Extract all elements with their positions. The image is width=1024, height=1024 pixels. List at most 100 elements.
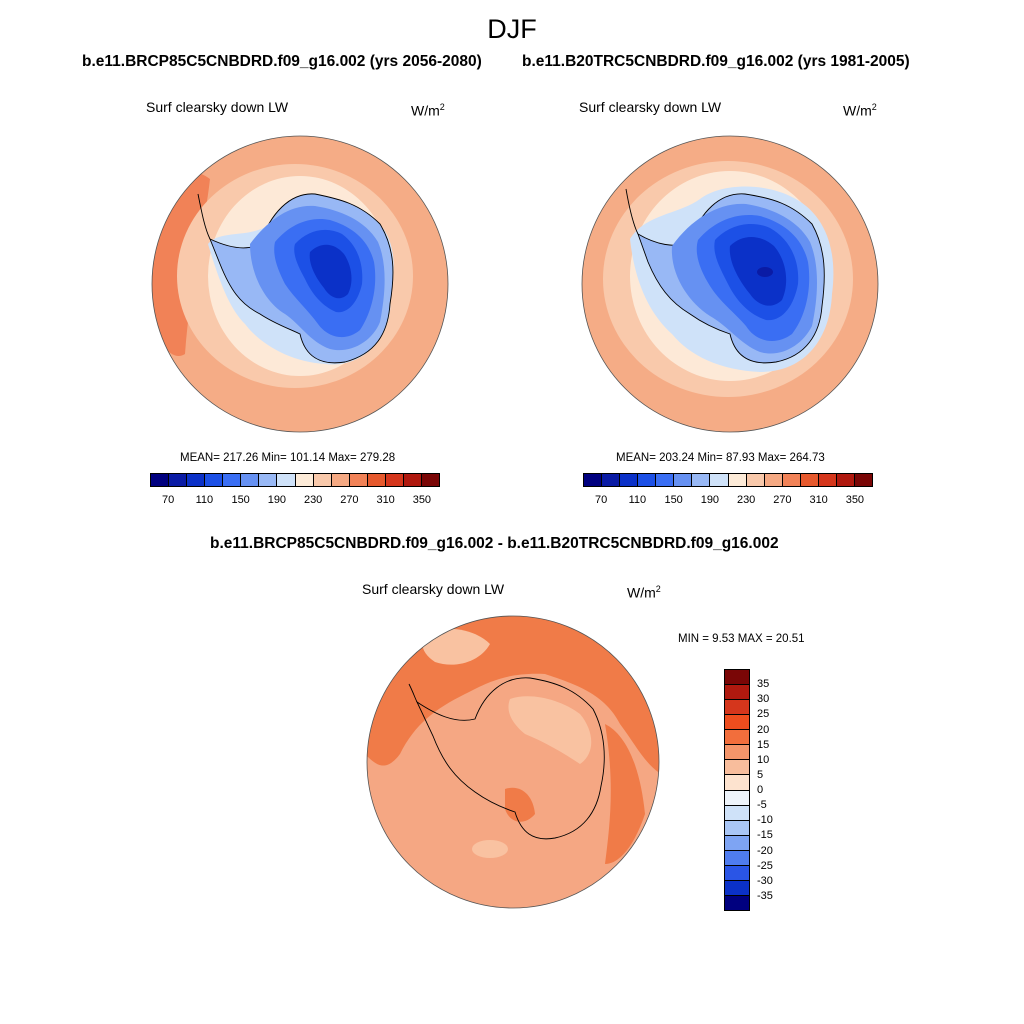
colorbar-swatch	[725, 685, 749, 701]
colorbar-swatch	[692, 474, 711, 486]
right-colorbar-labels: 70 110 150 190 230 270 310 350	[583, 494, 873, 508]
colorbar-tick-label: 110	[628, 494, 647, 506]
colorbar-swatch	[349, 474, 368, 486]
colorbar-swatch	[367, 474, 386, 486]
colorbar-swatch	[674, 474, 693, 486]
diff-case-title: b.e11.BRCP85C5CNBDRD.f09_g16.002 - b.e11…	[210, 535, 779, 552]
diff-cool-patch-north	[422, 628, 490, 665]
colorbar-swatch	[782, 474, 801, 486]
diff-warm-region-east	[605, 724, 645, 864]
colorbar-swatch	[725, 745, 749, 761]
colorbar-swatch	[725, 670, 749, 686]
right-map-panel	[581, 135, 879, 433]
colorbar-tick-label: 0	[757, 784, 764, 796]
colorbar-tick-label: 190	[267, 494, 287, 506]
colorbar-swatch	[818, 474, 837, 486]
left-stats: MEAN= 217.26 Min= 101.14 Max= 279.28	[180, 452, 396, 464]
colorbar-tick-label: 230	[736, 494, 756, 506]
colorbar-swatch	[385, 474, 404, 486]
colorbar-tick-label: 20	[757, 723, 770, 736]
colorbar-swatch	[725, 880, 749, 896]
colorbar-tick-label: 150	[231, 494, 250, 506]
diff-units-label: W/m2	[627, 584, 661, 601]
colorbar-tick-label: 350	[412, 494, 432, 506]
colorbar-tick-label: 70	[162, 494, 175, 506]
colorbar-swatch	[725, 820, 749, 836]
colorbar-swatch	[421, 474, 439, 486]
colorbar-tick-label: 10	[757, 753, 770, 766]
left-colorbar	[150, 473, 440, 487]
colorbar-swatch	[725, 865, 749, 881]
figure-title: DJF	[487, 14, 537, 44]
ice-core-center	[757, 267, 773, 277]
colorbar-swatch	[746, 474, 765, 486]
peninsula-coast	[197, 193, 211, 240]
colorbar-swatch	[241, 474, 260, 486]
colorbar-swatch	[205, 474, 224, 486]
colorbar-tick-label: -30	[757, 874, 773, 887]
peninsula-coast	[625, 188, 639, 235]
colorbar-tick-label: 5	[757, 768, 764, 781]
colorbar-tick-label: 270	[773, 494, 792, 506]
colorbar-swatch	[725, 835, 749, 851]
colorbar-swatch	[725, 730, 749, 746]
colorbar-swatch	[725, 790, 749, 806]
colorbar-tick-label: 150	[664, 494, 683, 506]
colorbar-swatch	[710, 474, 729, 486]
colorbar-tick-label: 25	[757, 708, 770, 721]
right-variable-label: Surf clearsky down LW	[579, 99, 722, 115]
colorbar-tick-label: -5	[757, 799, 767, 812]
diff-warm-patch	[505, 787, 535, 822]
right-colorbar	[583, 473, 873, 487]
left-map-panel	[151, 135, 449, 433]
right-units-label: W/m2	[843, 102, 877, 119]
colorbar-swatch	[295, 474, 314, 486]
colorbar-swatch	[725, 895, 749, 910]
colorbar-tick-label: -25	[757, 859, 773, 872]
colorbar-tick-label: 270	[340, 494, 359, 506]
colorbar-tick-label: 30	[757, 693, 770, 706]
diff-cool-patch-continent	[508, 696, 592, 764]
colorbar-tick-label: 110	[195, 494, 214, 506]
colorbar-swatch	[169, 474, 188, 486]
colorbar-swatch	[403, 474, 422, 486]
colorbar-swatch	[728, 474, 747, 486]
right-case-title: b.e11.B20TRC5CNBDRD.f09_g16.002 (yrs 198…	[522, 53, 910, 70]
colorbar-tick-label: 35	[757, 678, 770, 691]
colorbar-swatch	[277, 474, 296, 486]
colorbar-swatch	[151, 474, 170, 486]
diff-colorbar-labels: 35 30 25 20 15 10 5 0 -5 -10 -15 -20 -25 -30 -35	[757, 669, 797, 911]
colorbar-swatch	[725, 700, 749, 716]
colorbar-swatch	[725, 805, 749, 821]
peninsula-coast	[408, 683, 418, 703]
colorbar-tick-label: 310	[376, 494, 395, 506]
colorbar-swatch	[836, 474, 855, 486]
colorbar-tick-label: -35	[757, 889, 773, 902]
colorbar-swatch	[620, 474, 639, 486]
colorbar-swatch	[725, 850, 749, 866]
colorbar-swatch	[602, 474, 621, 486]
left-case-title: b.e11.BRCP85C5CNBDRD.f09_g16.002 (yrs 20…	[82, 53, 482, 70]
colorbar-swatch	[656, 474, 675, 486]
colorbar-tick-label: 230	[303, 494, 323, 506]
left-units-label: W/m2	[411, 102, 445, 119]
left-variable-label: Surf clearsky down LW	[146, 99, 289, 115]
colorbar-swatch	[764, 474, 783, 486]
left-colorbar-labels: 70 110 150 190 230 270 310 350	[150, 494, 440, 508]
colorbar-swatch	[800, 474, 819, 486]
colorbar-swatch	[584, 474, 603, 486]
colorbar-swatch	[638, 474, 657, 486]
diff-colorbar	[724, 669, 750, 911]
diff-variable-label: Surf clearsky down LW	[362, 581, 505, 597]
colorbar-swatch	[725, 715, 749, 731]
colorbar-tick-label: 15	[757, 738, 770, 751]
colorbar-swatch	[223, 474, 242, 486]
colorbar-tick-label: 350	[845, 494, 865, 506]
diff-map-panel	[366, 615, 660, 909]
colorbar-swatch	[331, 474, 350, 486]
colorbar-swatch	[259, 474, 278, 486]
colorbar-swatch	[725, 775, 749, 791]
colorbar-tick-label: 190	[700, 494, 720, 506]
ice-core	[309, 244, 352, 299]
antarctica-coastline	[415, 677, 605, 840]
